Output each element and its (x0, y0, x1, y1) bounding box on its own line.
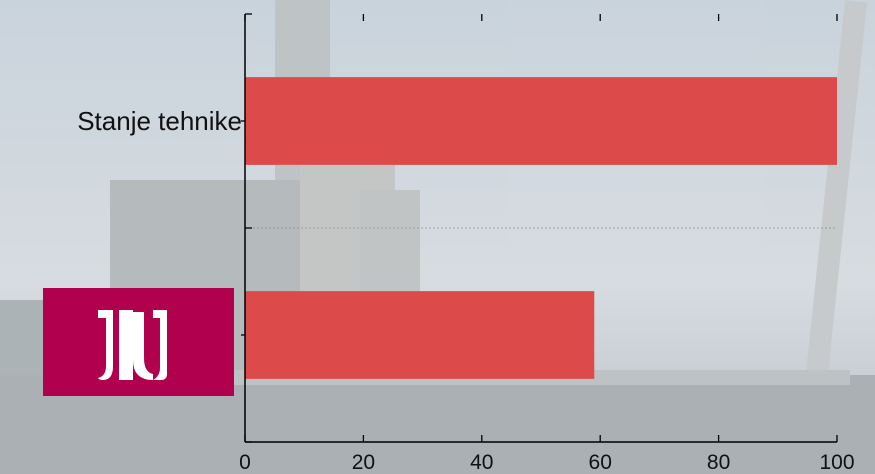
x-tick-label: 80 (707, 451, 730, 474)
x-tick-label: 100 (819, 451, 854, 474)
x-tick-label: 0 (239, 451, 251, 474)
y-axis (241, 13, 252, 443)
category-labels: Stanje tehnike (77, 106, 242, 136)
x-tick-label: 60 (589, 451, 612, 474)
bar-1 (245, 291, 595, 379)
x-tick-label: 20 (352, 451, 375, 474)
category-label: Stanje tehnike (77, 106, 242, 136)
institute-logo-icon (43, 288, 234, 396)
plot-area (245, 77, 837, 379)
x-tick-label: 40 (470, 451, 493, 474)
bar-0 (245, 77, 837, 165)
x-axis: 0 20 40 60 80 100 (239, 14, 855, 474)
